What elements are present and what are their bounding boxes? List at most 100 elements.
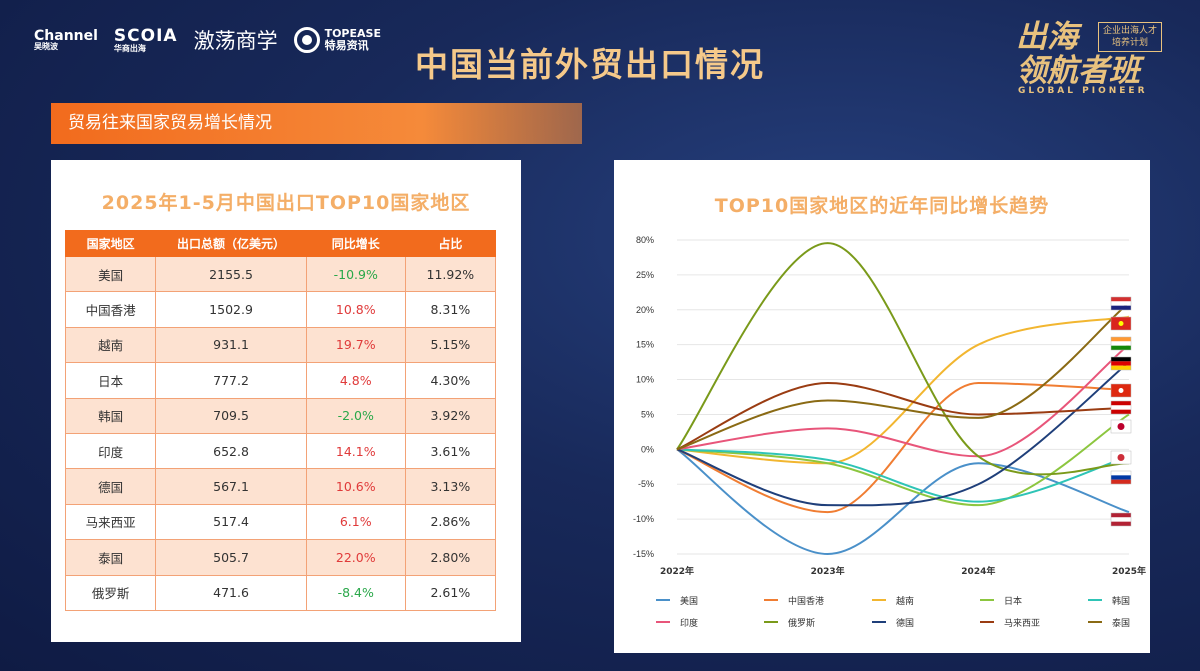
table-row: 印度 652.8 14.1% 3.61%	[64, 432, 497, 470]
yoy-growth-cell: 22.0%	[305, 539, 406, 576]
brand-badge: 企业出海人才 培养计划	[1097, 22, 1162, 52]
yoy-growth-cell: 4.8%	[305, 362, 406, 399]
yoy-growth-cell: 10.6%	[305, 468, 406, 505]
legend-label: 德国	[896, 617, 914, 629]
y-tick-label: 10%	[636, 375, 654, 385]
legend-label: 俄罗斯	[788, 617, 815, 629]
topease-circle-icon	[293, 27, 320, 53]
legend-label: 泰国	[1112, 617, 1130, 629]
flag-icon	[1110, 383, 1132, 398]
flag-stripe	[1111, 361, 1131, 366]
legend-label: 马来西亚	[1004, 618, 1040, 629]
country-cell: 中国香港	[64, 291, 157, 328]
yoy-growth-cell: -8.4%	[305, 574, 406, 611]
section-header: 贸易往来国家贸易增长情况	[51, 103, 582, 144]
country-cell: 俄罗斯	[64, 574, 157, 611]
series-line	[676, 448, 1130, 556]
y-tick-label: 20%	[636, 305, 654, 315]
export-total-cell: 517.4	[155, 503, 307, 541]
share-cell: 2.86%	[404, 503, 497, 541]
channel-wu-logo: Channel 吴晓波	[34, 28, 98, 51]
y-tick-label: 15%	[636, 340, 654, 350]
share-cell: 2.61%	[404, 574, 497, 611]
share-cell: 11.92%	[404, 255, 497, 293]
flag-stripe	[1111, 301, 1131, 306]
country-cell: 马来西亚	[64, 503, 157, 541]
series-line	[676, 413, 1130, 507]
x-tick-label: 2024年	[961, 565, 995, 577]
y-tick-label: -5%	[638, 479, 654, 489]
table-row: 俄罗斯 471.6 -8.4% 2.61%	[64, 574, 497, 611]
yoy-growth-cell: 14.1%	[305, 432, 406, 470]
flag-icon	[1110, 470, 1132, 485]
export-table-panel: 2025年1-5月中国出口TOP10国家地区 国家地区 出口总额（亿美元） 同比…	[51, 160, 521, 642]
table-row: 德国 567.1 10.6% 3.13%	[64, 468, 497, 505]
y-tick-label: 5%	[641, 409, 654, 419]
global-pioneer-logo: 出海 领航者班 企业出海人才 培养计划 GLOBAL PIONEER	[1016, 20, 1162, 100]
trend-line-chart: 80% 25% 20% 15% 10% 5% 0% -5% -10% -15% 2022年 2023年…	[633, 235, 1146, 629]
yoy-growth-cell: 19.7%	[305, 326, 406, 364]
series-line	[676, 343, 1130, 458]
flag-stripe	[1111, 365, 1131, 370]
share-cell: 3.61%	[404, 432, 497, 470]
flag-stripe	[1111, 405, 1131, 410]
legend-label: 美国	[680, 595, 698, 607]
yoy-growth-cell: 6.1%	[305, 503, 406, 541]
flag-icon	[1110, 296, 1132, 311]
topease-logo: TOPEASE 特易资讯	[293, 27, 381, 53]
y-tick-label: 80%	[636, 235, 654, 245]
flag-stripe	[1111, 475, 1131, 480]
y-tick-label: -10%	[633, 514, 654, 524]
flag-stripe	[1111, 521, 1131, 526]
export-total-cell: 471.6	[155, 574, 307, 611]
trend-chart-panel: TOP10国家地区的近年同比增长趋势 80% 25% 20% 15% 10% 5% 0% -5…	[614, 160, 1150, 653]
table-row: 泰国 505.7 22.0% 2.80%	[64, 539, 497, 576]
country-cell: 日本	[64, 362, 157, 399]
flag-icon	[1110, 400, 1132, 415]
x-tick-label: 2022年	[660, 565, 694, 577]
series-line	[676, 302, 1130, 451]
x-tick-label: 2023年	[811, 565, 845, 577]
share-cell: 8.31%	[404, 291, 497, 328]
series-line	[676, 382, 1130, 514]
table-row: 马来西亚 517.4 6.1% 2.86%	[64, 503, 497, 541]
export-total-cell: 1502.9	[155, 291, 307, 328]
scoia-logo: SCOIA 华商出海	[113, 25, 178, 53]
column-header: 占比	[404, 230, 497, 257]
partner-logos: Channel 吴晓波 SCOIA 华商出海 激荡商学 TOPEASE 特易资讯	[34, 22, 381, 58]
series-line	[676, 242, 1130, 476]
table-row: 越南 931.1 19.7% 5.15%	[64, 326, 497, 364]
export-total-cell: 709.5	[155, 397, 307, 434]
column-header: 同比增长	[305, 230, 406, 257]
table-row: 中国香港 1502.9 10.8% 8.31%	[64, 291, 497, 328]
legend-label: 越南	[896, 595, 914, 607]
flag-stripe	[1111, 297, 1131, 302]
flag-icon	[1110, 512, 1132, 527]
flag-icon	[1110, 450, 1132, 465]
legend-label: 印度	[680, 617, 698, 629]
yoy-growth-cell: -2.0%	[305, 397, 406, 434]
column-header: 出口总额（亿美元）	[155, 230, 307, 257]
flag-stripe	[1111, 337, 1131, 342]
flag-icon	[1110, 336, 1132, 351]
flag-dot	[1118, 388, 1124, 393]
share-cell: 5.15%	[404, 326, 497, 364]
flag-stripe	[1111, 513, 1131, 518]
flag-stripe	[1111, 341, 1131, 346]
country-cell: 泰国	[64, 539, 157, 576]
table-row: 日本 777.2 4.8% 4.30%	[64, 362, 497, 399]
series-line	[676, 361, 1130, 507]
flag-dot	[1117, 423, 1125, 430]
export-total-cell: 931.1	[155, 326, 307, 364]
flag-stripe	[1111, 345, 1131, 350]
flag-stripe	[1111, 401, 1131, 406]
y-tick-label: 25%	[636, 270, 654, 280]
series-line	[676, 448, 1130, 503]
legend-label: 日本	[1004, 595, 1022, 607]
flag-dot	[1118, 321, 1124, 326]
flag-stripe	[1111, 305, 1131, 310]
flag-icon	[1110, 419, 1132, 434]
export-total-cell: 777.2	[155, 362, 307, 399]
export-total-cell: 2155.5	[155, 255, 307, 293]
legend-label: 中国香港	[788, 595, 824, 607]
